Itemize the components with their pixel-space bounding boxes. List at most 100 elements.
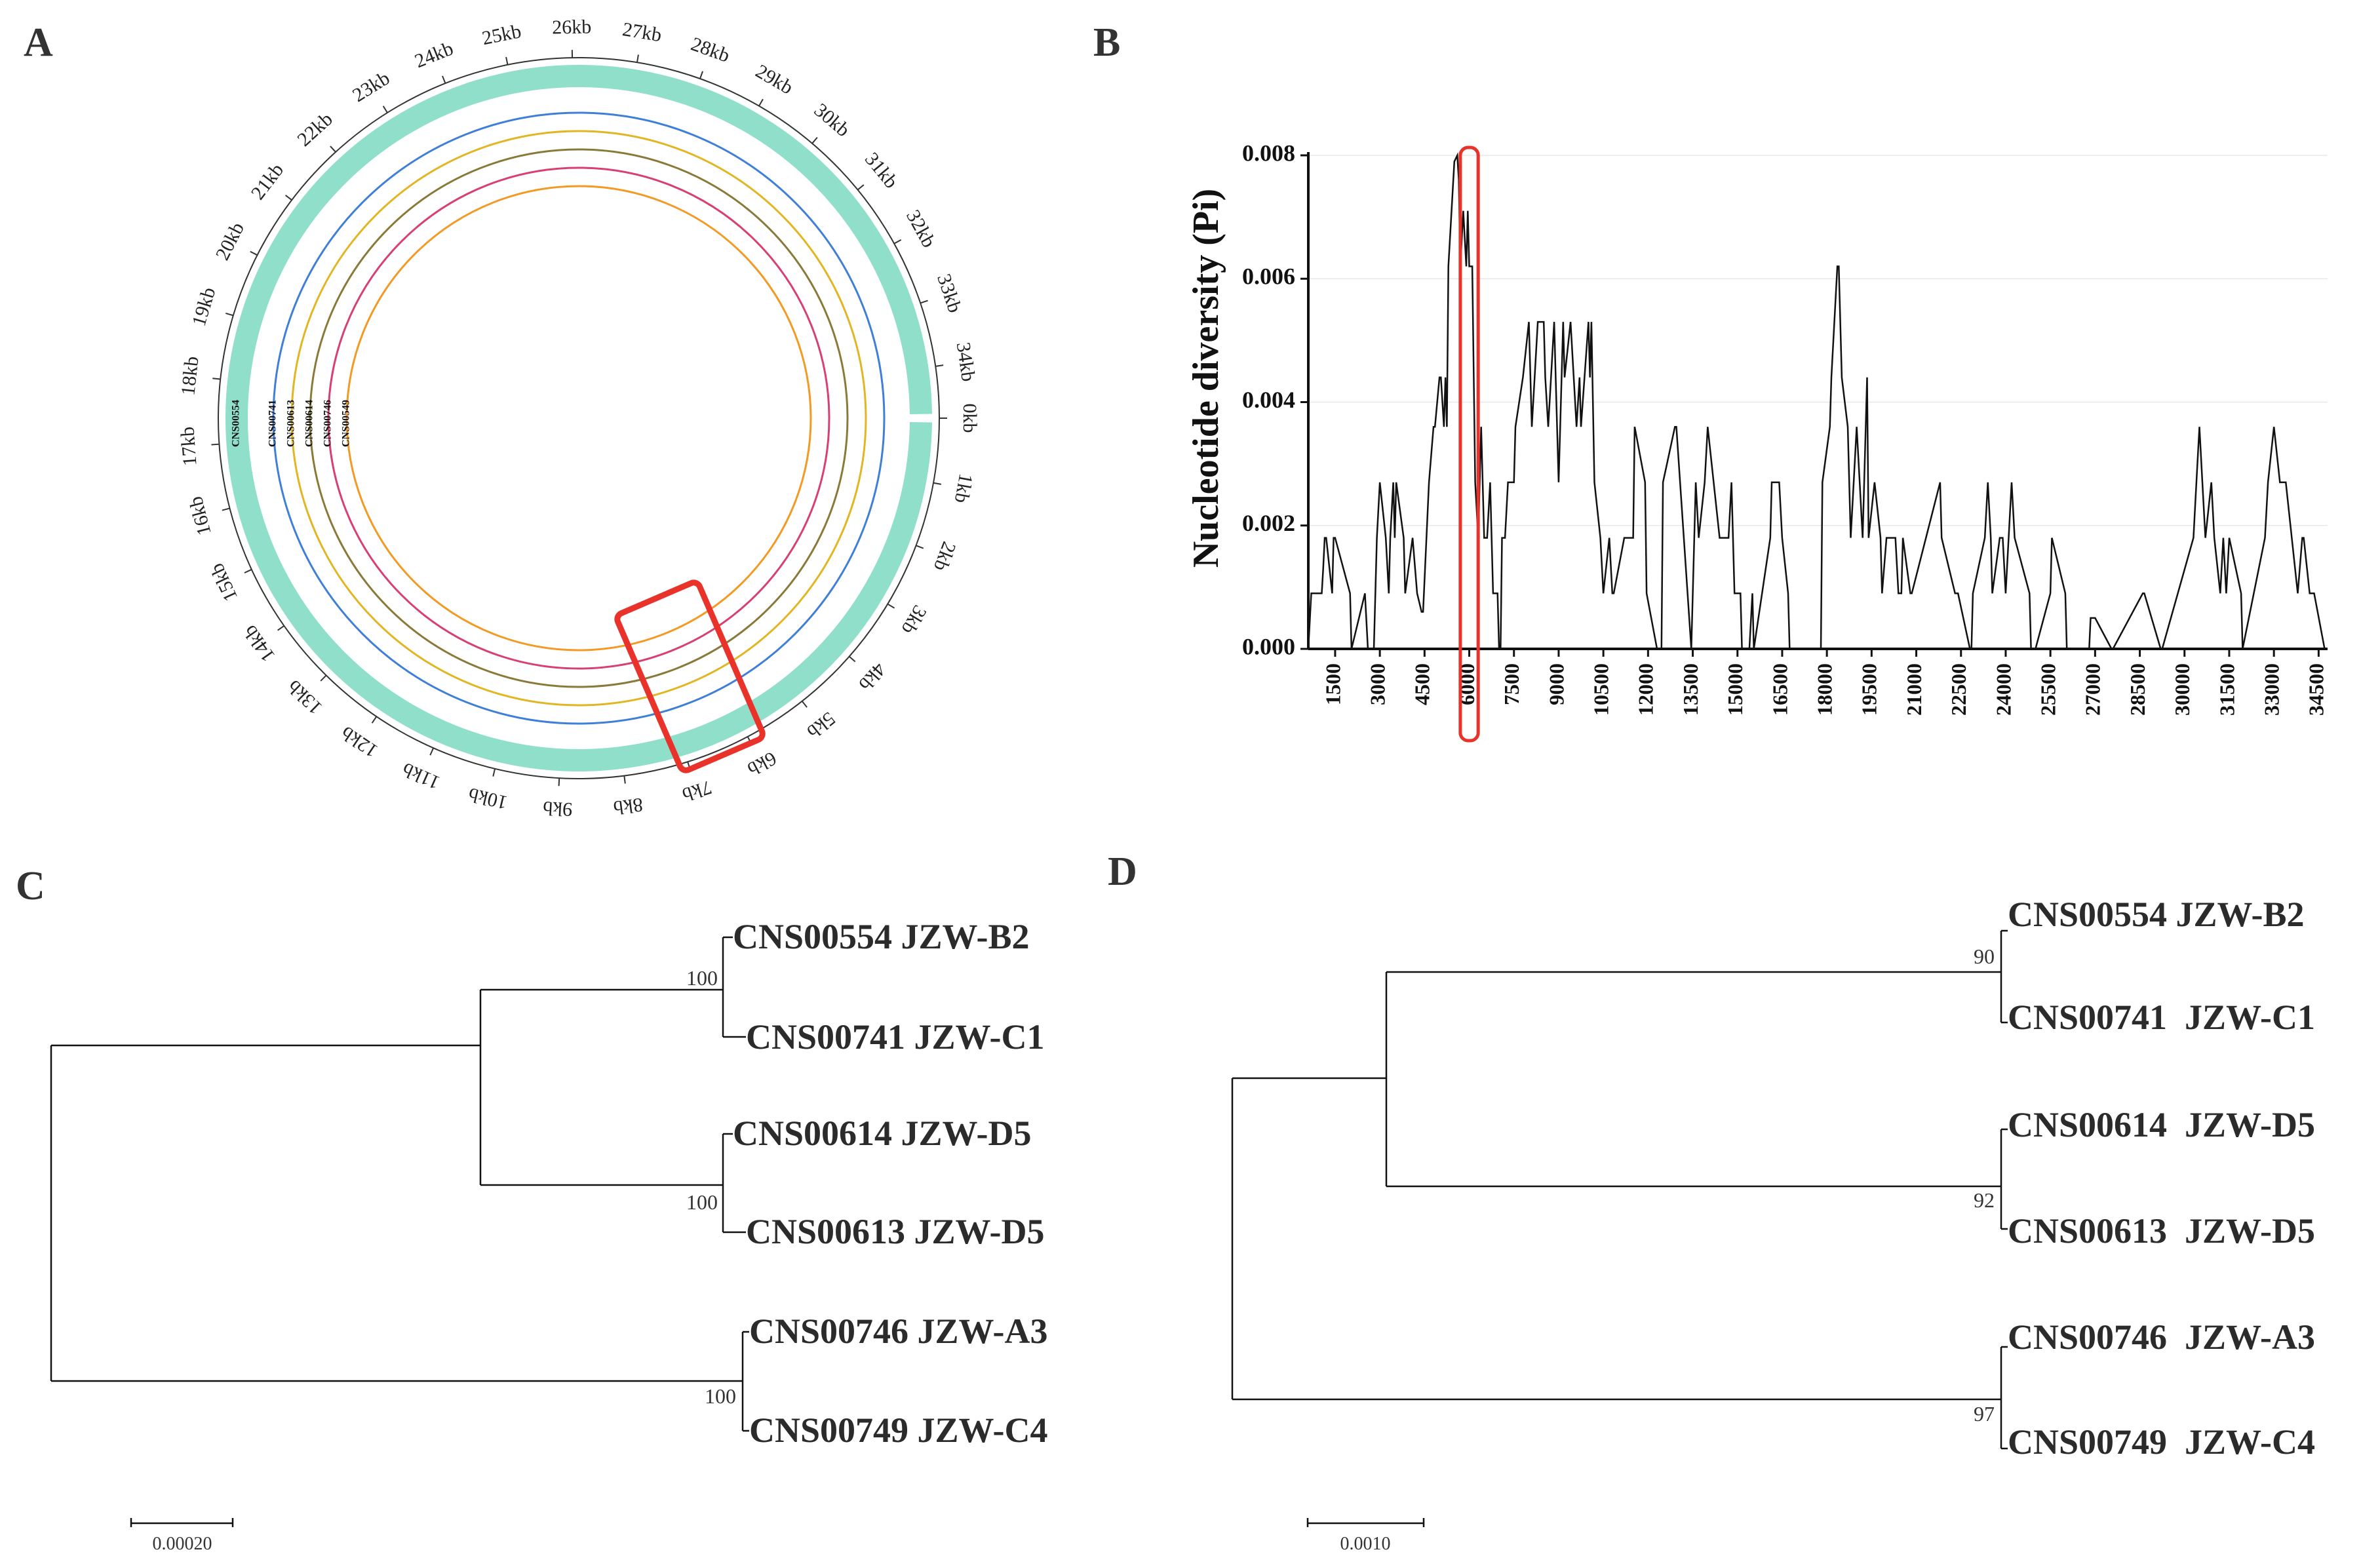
tree-c-branches <box>50 936 749 1432</box>
kb-tick-label: 19kb <box>188 285 220 329</box>
tree-d-leaf-1: CNS00554 JZW-B2 <box>2008 895 2305 934</box>
y-tick-label: 0.006 <box>1242 263 1295 290</box>
kb-tick-label: 13kb <box>283 676 326 719</box>
tree-c-leaf-1: CNS00554 JZW-B2 <box>733 917 1030 956</box>
branch-clade2-d <box>2000 1128 2008 1230</box>
x-tick-label: 19500 <box>1858 663 1881 716</box>
tree-c-bootstrap-2: 100 <box>686 1190 718 1214</box>
kb-tick <box>699 71 703 79</box>
kb-tick <box>558 778 560 787</box>
branch-inner-c <box>479 988 723 1186</box>
x-tick-label: 33000 <box>2260 663 2284 716</box>
kb-tick-label: 18kb <box>177 355 203 397</box>
tree-c-leaf-5: CNS00746 JZW-A3 <box>749 1312 1048 1351</box>
kb-tick <box>935 364 944 367</box>
tree-d-bootstrap-2: 92 <box>1974 1188 1995 1212</box>
tree-d-leaf-4: CNS00613 JZW-D5 <box>2008 1211 2315 1251</box>
kb-tick-label: 11kb <box>399 758 443 794</box>
kb-tick <box>849 655 856 663</box>
y-tick-label: 0.002 <box>1242 510 1295 536</box>
kb-tick-label: 14kb <box>239 621 280 666</box>
kb-tick <box>244 569 252 574</box>
ring-CNS00549 <box>345 185 812 652</box>
ring-label: CNS00549 <box>341 400 352 447</box>
kb-tick-label: 0kb <box>959 404 981 433</box>
kb-tick <box>225 312 234 317</box>
x-tick-label: 1500 <box>1321 663 1344 705</box>
kb-tick-label: 32kb <box>902 206 940 251</box>
x-tick-label: 3000 <box>1365 663 1389 705</box>
tree-c-leaf-2: CNS00741 JZW-C1 <box>746 1017 1045 1057</box>
x-tick-label: 9000 <box>1544 663 1568 705</box>
pi-series <box>1307 152 2326 650</box>
kb-tick <box>933 482 942 485</box>
kb-tick <box>623 775 626 784</box>
x-tick-label: 12000 <box>1634 663 1658 716</box>
kb-tick-label: 30kb <box>810 99 854 141</box>
kb-tick <box>371 716 378 724</box>
kb-tick-label: 1kb <box>950 472 977 505</box>
tree-c-bootstrap-1: 100 <box>686 966 718 990</box>
kb-tick-label: 21kb <box>247 159 288 204</box>
kb-tick <box>758 98 764 107</box>
kb-tick <box>330 146 336 153</box>
kb-tick <box>916 545 924 549</box>
ring-label: CNS00614 <box>304 400 315 447</box>
x-tick-label: 27000 <box>2081 663 2105 716</box>
x-tick-label: 4500 <box>1411 663 1434 705</box>
kb-tick-label: 17kb <box>176 426 201 467</box>
kb-tick <box>811 137 818 144</box>
kb-tick-label: 22kb <box>293 108 337 151</box>
y-axis-label: Nucleotide diversity (Pi) <box>1186 189 1226 568</box>
kb-tick <box>284 195 292 201</box>
ring-CNS00741 <box>272 111 886 725</box>
ring-label: CNS00613 <box>286 400 297 447</box>
kb-tick-label: 25kb <box>480 20 523 49</box>
tree-d-leaf-3: CNS00614 JZW-D5 <box>2008 1105 2315 1144</box>
scale-label-d: 0.0010 <box>1340 1534 1391 1554</box>
branch-inner-d <box>1385 971 2001 1188</box>
x-tick-label: 6000 <box>1455 663 1479 705</box>
panel-a-letter: A <box>24 20 53 65</box>
x-tick-label: 22500 <box>1947 663 1970 716</box>
scale-bar-d <box>1306 1518 1425 1527</box>
scale-label-c: 0.00020 <box>153 1534 212 1554</box>
x-tick-label: 21000 <box>1902 663 1926 716</box>
axis-circle <box>218 57 940 779</box>
kb-tick <box>250 250 258 256</box>
x-tick-label: 24000 <box>1991 663 2015 716</box>
ring-CNS00746 <box>327 166 830 670</box>
kb-tick-label: 26kb <box>552 16 592 38</box>
kb-tick-label: 34kb <box>952 341 979 383</box>
kb-tick <box>222 507 230 511</box>
tree-d-bootstrap-1: 90 <box>1974 944 1995 968</box>
ring-CNS00554 <box>225 65 932 771</box>
kb-tick <box>277 625 284 631</box>
highlight-box-a <box>614 579 766 773</box>
kb-tick-label: 3kb <box>897 602 930 638</box>
branch-clade2-c <box>722 1133 746 1234</box>
panel-b-diversity-plot: B Nucleotide diversity (Pi) 0.0000.0020.… <box>1093 20 2328 743</box>
kb-tick <box>442 75 446 84</box>
x-tick-label: 13500 <box>1679 663 1702 716</box>
kb-tick-label: 27kb <box>621 18 663 46</box>
y-tick-label: 0.004 <box>1242 387 1295 413</box>
kb-tick-label: 9kb <box>542 797 573 820</box>
tree-c-bootstrap-3: 100 <box>705 1384 736 1408</box>
kb-tick <box>382 106 388 113</box>
y-tick-label: 0.008 <box>1242 140 1295 166</box>
kb-tick-label: 7kb <box>680 776 714 806</box>
tree-d-bootstrap-3: 97 <box>1974 1402 1995 1426</box>
kb-tick <box>320 674 327 682</box>
highlight-box-b <box>1458 146 1480 743</box>
ring-label: CNS00554 <box>231 400 242 447</box>
x-tick-label: 28500 <box>2126 663 2149 716</box>
x-tick-label: 7500 <box>1500 663 1523 705</box>
kb-tick <box>211 443 220 446</box>
ring-CNS00614 <box>309 148 849 688</box>
kb-tick <box>505 56 509 66</box>
scale-bar-c <box>130 1518 234 1527</box>
x-tick-labels: 1500 3000 4500 6000 7500 9000 10500 12000 13500 1… <box>1321 649 2328 716</box>
